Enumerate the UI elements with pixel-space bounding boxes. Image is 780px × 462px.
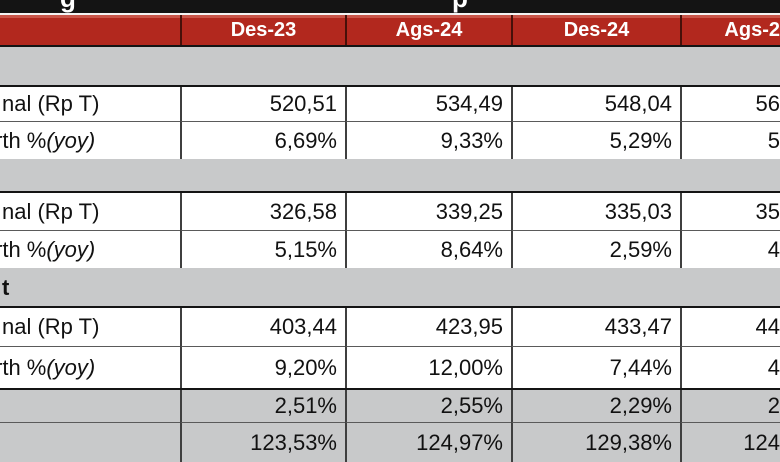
table-cell-clipped[interactable]: 35 (680, 193, 780, 230)
table-cell[interactable]: 2,29% (511, 390, 680, 422)
table-cell[interactable]: 129,38% (511, 422, 680, 462)
table-row-nominal: nal (Rp T) 403,44 423,95 433,47 44 (0, 308, 780, 346)
row-label-cell[interactable]: rth % (yoy) (0, 121, 180, 159)
table-cell[interactable]: 548,04 (511, 87, 680, 121)
table-row-nominal: nal (Rp T) 326,58 339,25 335,03 35 (0, 193, 780, 230)
table-cell-clipped[interactable]: 44 (680, 308, 780, 346)
row-label: rth % (0, 354, 47, 380)
row-label-italic: (yoy) (46, 127, 96, 153)
table-cell[interactable]: 8,64% (345, 230, 511, 268)
table-cell[interactable]: 124,97% (345, 422, 511, 462)
row-label-cell[interactable]: rth % (yoy) (0, 230, 180, 268)
table-row-growth: rth % (yoy) 9,20% 12,00% 7,44% 4 (0, 346, 780, 388)
section-header-label (0, 186, 2, 191)
table-cell-clipped[interactable]: 5 (680, 121, 780, 159)
table-cell-clipped[interactable]: 56 (680, 87, 780, 121)
table-cell[interactable]: 6,69% (180, 121, 345, 159)
table-cell[interactable]: 534,49 (345, 87, 511, 121)
table-cell[interactable]: 423,95 (345, 308, 511, 346)
table-cell[interactable]: 9,20% (180, 346, 345, 388)
table-cell[interactable]: 520,51 (180, 87, 345, 121)
table-row-ratio: 123,53% 124,97% 129,38% 124 (0, 422, 780, 462)
table-cell[interactable]: 12,00% (345, 346, 511, 388)
banner-divider-line (0, 13, 780, 15)
table-cell-clipped[interactable]: 2 (680, 390, 780, 422)
table-row-ratio: 2,51% 2,55% 2,29% 2 (0, 388, 780, 422)
table-cell[interactable]: 7,44% (511, 346, 680, 388)
row-label: nal (Rp T) (2, 314, 100, 339)
table-cell[interactable]: 5,29% (511, 121, 680, 159)
row-label-cell[interactable]: nal (Rp T) (0, 308, 180, 346)
table-cell-clipped[interactable]: 4 (680, 346, 780, 388)
header-cell-des-23[interactable]: Des-23 (180, 15, 345, 45)
table-cell[interactable]: 5,15% (180, 230, 345, 268)
row-label-italic: (yoy) (46, 354, 96, 380)
header-cell-ags-24[interactable]: Ags-24 (345, 15, 511, 45)
row-label: nal (Rp T) (2, 91, 100, 116)
table-row-growth: rth % (yoy) 6,69% 9,33% 5,29% 5 (0, 121, 780, 159)
title-glyph-descender: g (60, 0, 76, 13)
section-band (0, 47, 780, 87)
row-label: rth % (0, 236, 47, 262)
section-band (0, 159, 780, 193)
section-band: t (0, 268, 780, 308)
table-cell-clipped[interactable]: 4 (680, 230, 780, 268)
table-row-nominal: nal (Rp T) 520,51 534,49 548,04 56 (0, 87, 780, 121)
table-cell[interactable]: 2,51% (180, 390, 345, 422)
table-cell[interactable]: 123,53% (180, 422, 345, 462)
header-cell-row-labels[interactable] (0, 15, 180, 45)
section-header-label-clipped: t (2, 275, 10, 300)
title-bar: g p (0, 0, 780, 13)
table-cell[interactable]: 433,47 (511, 308, 680, 346)
table-row-growth: rth % (yoy) 5,15% 8,64% 2,59% 4 (0, 230, 780, 268)
table-cell-clipped[interactable]: 124 (680, 422, 780, 462)
title-glyph-descender: p (452, 0, 468, 13)
table-cell[interactable]: 335,03 (511, 193, 680, 230)
table-header-row: Des-23 Ags-24 Des-24 Ags-2 (0, 15, 780, 47)
section-header-label (0, 80, 2, 85)
table-cell[interactable]: 339,25 (345, 193, 511, 230)
row-label-cell[interactable]: nal (Rp T) (0, 193, 180, 230)
table-cell[interactable]: 403,44 (180, 308, 345, 346)
row-label: rth % (0, 127, 47, 153)
table-cell[interactable]: 2,59% (511, 230, 680, 268)
row-label-italic: (yoy) (46, 236, 96, 262)
row-label-cell[interactable] (0, 390, 180, 422)
table-cell[interactable]: 326,58 (180, 193, 345, 230)
row-label: nal (Rp T) (2, 198, 100, 224)
header-cell-des-24[interactable]: Des-24 (511, 15, 680, 45)
row-label-cell[interactable]: rth % (yoy) (0, 346, 180, 388)
row-label-cell[interactable] (0, 422, 180, 462)
table-cell[interactable]: 9,33% (345, 121, 511, 159)
table-cell[interactable]: 2,55% (345, 390, 511, 422)
row-label-cell[interactable]: nal (Rp T) (0, 87, 180, 121)
header-cell-ags-25-clipped[interactable]: Ags-2 (680, 15, 780, 45)
